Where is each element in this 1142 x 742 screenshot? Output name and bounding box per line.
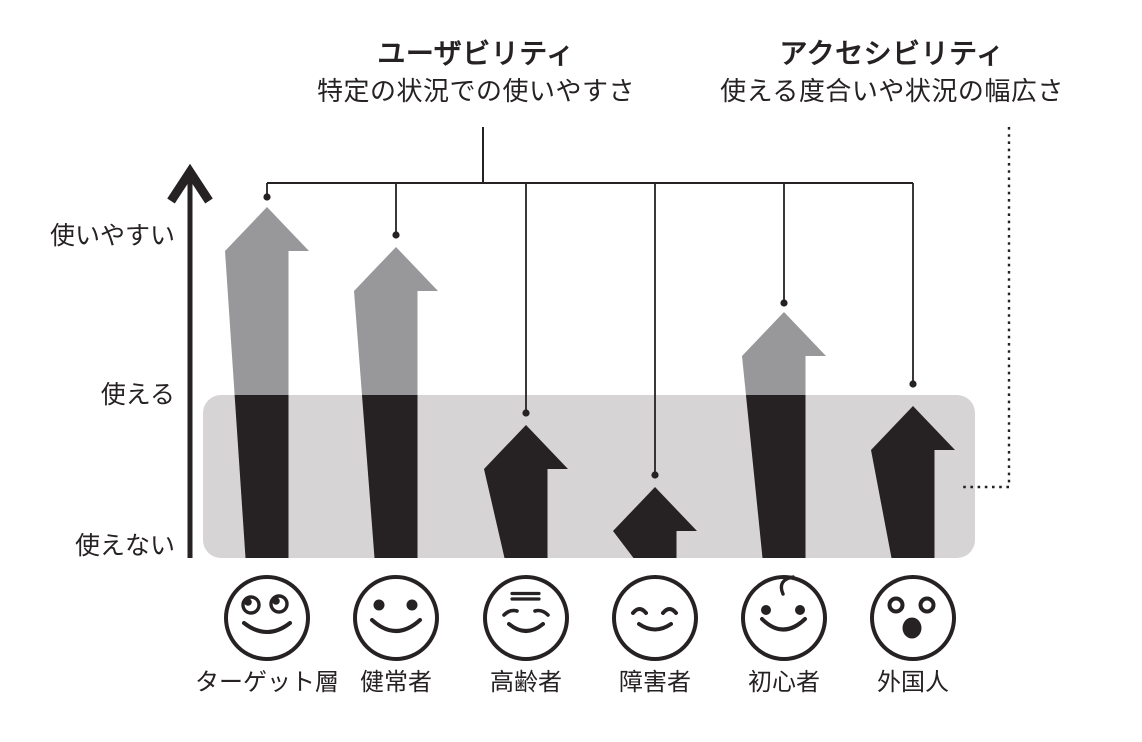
axis-label-usable: 使える	[100, 380, 175, 409]
usability-title: ユーザビリティ	[377, 37, 575, 70]
group-label-1: ターゲット層	[195, 668, 339, 696]
group-label-2: 健常者	[360, 668, 432, 696]
face-icon-glance	[224, 575, 310, 661]
connector-dot-2	[392, 231, 400, 239]
group-label-5: 初心者	[748, 668, 820, 696]
usability-title-block: ユーザビリティ 特定の状況での使いやすさ	[276, 37, 676, 107]
group-label-3: 高齢者	[490, 668, 562, 696]
face-icon-closed	[612, 575, 698, 661]
connector-dot-6	[909, 380, 917, 388]
accessibility-title-block: アクセシビリティ 使える度合いや状況の幅広さ	[692, 37, 1092, 107]
face-icon-surprised	[870, 575, 956, 661]
usability-subtitle: 特定の状況での使いやすさ	[316, 77, 635, 107]
face-icon-baby	[741, 575, 827, 661]
accessibility-subtitle: 使える度合いや状況の幅広さ	[720, 77, 1064, 107]
connector-dot-5	[780, 299, 788, 307]
group-label-4: 障害者	[619, 668, 691, 696]
axis-label-easy-to-use: 使いやすい	[49, 221, 175, 250]
connector-dot-1	[263, 193, 271, 201]
group-label-6: 外国人	[877, 668, 949, 696]
accessibility-title: アクセシビリティ	[779, 37, 1005, 70]
usable-range-band	[203, 395, 975, 558]
face-icon-smile	[353, 575, 439, 661]
face-icon-elderly	[483, 575, 569, 661]
axis-label-not-usable: 使えない	[74, 531, 175, 560]
y-axis-arrowhead-icon	[167, 163, 213, 204]
